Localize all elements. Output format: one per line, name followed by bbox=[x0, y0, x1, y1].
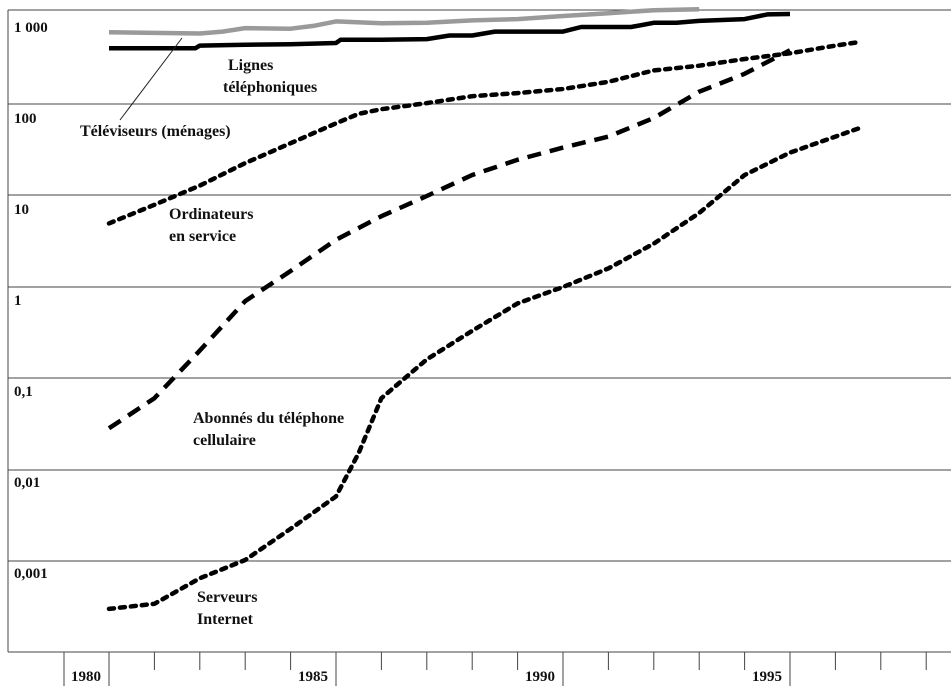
y-tick-labels: 1 000 100 10 1 0,1 0,01 0,001 bbox=[14, 20, 48, 582]
series-layer bbox=[106, 6, 861, 612]
series-line-3 bbox=[106, 39, 861, 226]
televiseurs-leader-line bbox=[119, 37, 183, 121]
annotation-ordinateurs-1: Ordinateurs bbox=[169, 206, 253, 223]
annotation-serveurs-2: Internet bbox=[197, 611, 254, 628]
x-tick-label: 1980 bbox=[71, 669, 101, 685]
annotation-ordinateurs-2: en service bbox=[169, 228, 236, 245]
series-line-1 bbox=[108, 6, 700, 36]
x-tick-labels: 1980 1985 1990 1995 bbox=[71, 669, 782, 685]
x-tick-label: 1990 bbox=[525, 669, 555, 685]
y-tick-label: 0,001 bbox=[14, 566, 48, 582]
annotation-lignes-2: téléphoniques bbox=[223, 79, 317, 96]
y-tick-label: 1 bbox=[14, 293, 22, 309]
series-line-5 bbox=[106, 126, 861, 612]
series-line-2 bbox=[109, 11, 791, 51]
annotation-serveurs-1: Serveurs bbox=[197, 589, 257, 606]
x-tick-label: 1995 bbox=[752, 669, 782, 685]
annotation-cellulaire-1: Abonnés du téléphone bbox=[193, 410, 344, 427]
annotation-lignes-1: Lignes bbox=[228, 57, 273, 74]
y-tick-label: 1 000 bbox=[14, 20, 48, 36]
grid-layer bbox=[7, 9, 951, 686]
annotation-cellulaire-2: cellulaire bbox=[193, 432, 256, 449]
y-tick-label: 0,01 bbox=[14, 475, 40, 491]
series-line-4 bbox=[107, 48, 792, 431]
y-tick-label: 100 bbox=[14, 111, 37, 127]
annotation-televiseurs: Téléviseurs (ménages) bbox=[80, 123, 231, 140]
y-tick-label: 0,1 bbox=[14, 384, 33, 400]
y-tick-label: 10 bbox=[14, 202, 29, 218]
x-tick-label: 1985 bbox=[298, 669, 328, 685]
annotations: Lignes téléphoniques Téléviseurs (ménages)… bbox=[80, 37, 344, 628]
